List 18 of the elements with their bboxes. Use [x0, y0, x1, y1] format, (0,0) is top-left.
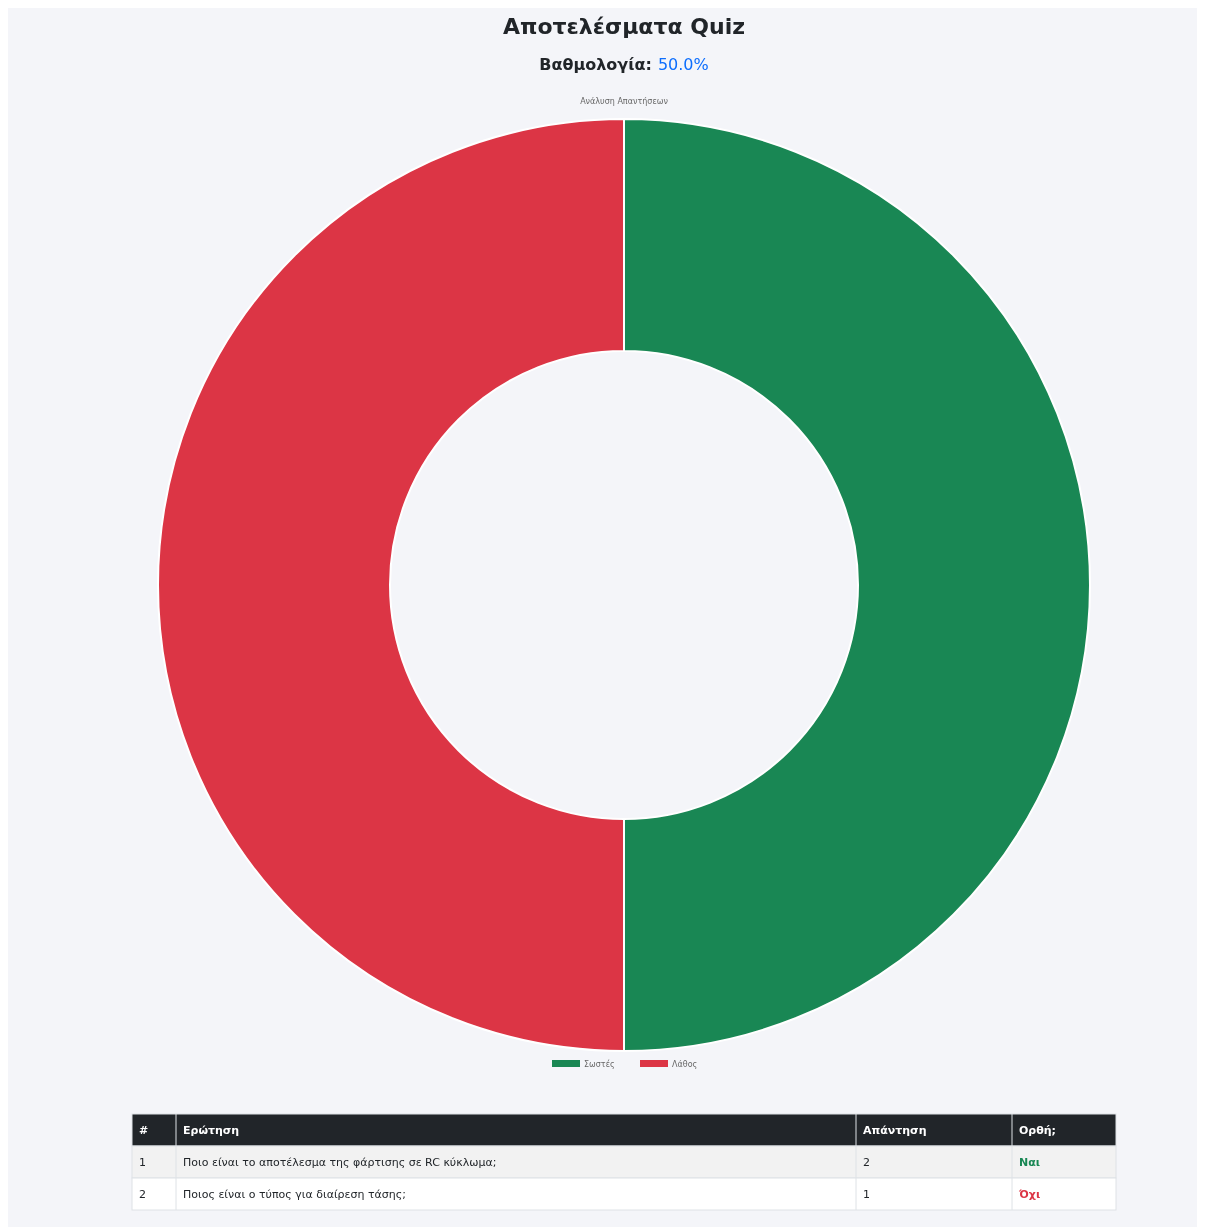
text: Ποιος είναι ο τύπος για διαίρεση τάσης;	[183, 1188, 406, 1201]
text: 2	[139, 1188, 146, 1201]
text: Βαθμολογία:	[539, 55, 652, 74]
text: Απάντηση	[863, 1124, 927, 1137]
chart-title: Ανάλυση Απαντήσεων	[580, 97, 669, 106]
text: #	[139, 1124, 149, 1137]
text: 2	[863, 1156, 870, 1169]
text: Ορθή;	[1019, 1124, 1057, 1137]
text: Ναι	[1019, 1156, 1041, 1169]
legend-label: Σωστές	[584, 1059, 615, 1069]
text: Όχι	[1018, 1188, 1041, 1201]
text: 50.0%	[657, 55, 709, 74]
text: 1	[863, 1188, 870, 1201]
text: Αποτελέσματα Quiz	[503, 14, 745, 39]
text: Ερώτηση	[183, 1124, 240, 1137]
text: Ποιο είναι το αποτέλεσμα της φάρτισης σε RC κύκλωμα;	[183, 1156, 497, 1169]
legend-label: Λάθος	[672, 1060, 698, 1069]
text: 1	[139, 1156, 146, 1169]
